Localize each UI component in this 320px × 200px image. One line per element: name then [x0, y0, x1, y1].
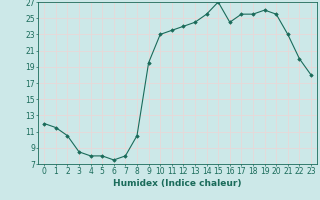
X-axis label: Humidex (Indice chaleur): Humidex (Indice chaleur)	[113, 179, 242, 188]
